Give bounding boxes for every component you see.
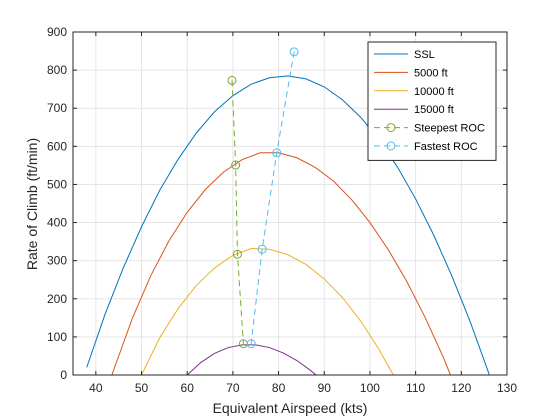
data-point-steepest-roc bbox=[232, 249, 242, 259]
y-tick-label: 100 bbox=[47, 330, 67, 344]
series-line-steepest-roc bbox=[231, 80, 244, 344]
legend: SSL 5000 ft 10000 ft 15000 ft Steepest ROC Fa… bbox=[367, 41, 497, 161]
legend-entry-5000-ft: 5000 ft bbox=[414, 67, 448, 79]
data-point-fastest-roc bbox=[257, 244, 267, 254]
y-tick-label: 400 bbox=[47, 216, 67, 230]
y-tick-label: 200 bbox=[47, 292, 67, 306]
legend-entry-10000-ft: 10000 ft bbox=[414, 86, 454, 98]
legend-box bbox=[367, 41, 497, 161]
data-point-steepest-roc bbox=[227, 75, 237, 85]
data-point-steepest-roc bbox=[231, 160, 241, 170]
x-tick-label: 100 bbox=[360, 381, 380, 395]
x-axis-label: Equivalent Airspeed (kts) bbox=[213, 400, 368, 416]
series-line-15000-ft bbox=[186, 344, 317, 375]
x-tick-label: 110 bbox=[406, 381, 425, 395]
series-line-ssl bbox=[86, 75, 490, 375]
legend-entry-fastest-roc: Fastest ROC bbox=[414, 141, 478, 153]
legend-entry-steepest-roc: Steepest ROC bbox=[414, 123, 485, 135]
ticks: 40 50 60 70 80 90 100 110 120 130 0 100 200 300 400 500… bbox=[47, 25, 517, 395]
legend-marker-fastest-roc bbox=[386, 141, 396, 151]
x-tick-label: 130 bbox=[497, 381, 517, 395]
legend-entry-15000-ft: 15000 ft bbox=[414, 104, 454, 116]
series-line-fastest-roc bbox=[250, 51, 295, 344]
data-point-fastest-roc bbox=[246, 339, 256, 349]
y-tick-label: 300 bbox=[47, 254, 67, 268]
plot-frame bbox=[72, 31, 508, 376]
legend-marker-steepest-roc bbox=[386, 123, 396, 133]
x-tick-label: 120 bbox=[451, 381, 471, 395]
legend-entry-ssl: SSL bbox=[414, 49, 435, 61]
y-tick-label: 900 bbox=[47, 25, 67, 39]
y-tick-label: 800 bbox=[47, 63, 67, 77]
y-tick-label: 600 bbox=[47, 139, 67, 153]
data-point-fastest-roc bbox=[289, 47, 299, 57]
y-tick-label: 0 bbox=[60, 368, 67, 382]
x-tick-label: 70 bbox=[226, 381, 240, 395]
x-tick-label: 50 bbox=[135, 381, 149, 395]
data-point-fastest-roc bbox=[272, 148, 282, 158]
x-tick-label: 90 bbox=[318, 381, 332, 395]
x-tick-label: 60 bbox=[181, 381, 195, 395]
series-line-5000-ft bbox=[111, 152, 452, 375]
x-tick-label: 40 bbox=[89, 381, 103, 395]
plot-area bbox=[86, 47, 490, 375]
y-tick-label: 500 bbox=[47, 177, 67, 191]
series-line-10000-ft bbox=[141, 247, 394, 375]
x-tick-label: 80 bbox=[272, 381, 286, 395]
y-tick-label: 700 bbox=[47, 101, 67, 115]
y-axis-label: Rate of Climb (ft/min) bbox=[24, 138, 40, 270]
